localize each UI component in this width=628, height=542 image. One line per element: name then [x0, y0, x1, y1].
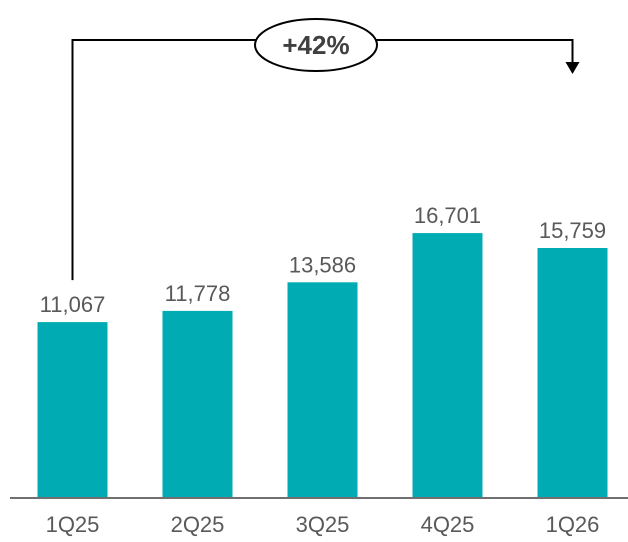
value-label: 16,701 — [414, 203, 481, 228]
growth-annotation: +42% — [71, 18, 580, 281]
value-label: 15,759 — [539, 218, 606, 243]
category-label: 2Q25 — [171, 512, 225, 537]
growth-bracket-line — [71, 39, 574, 281]
arrowhead-icon — [565, 62, 580, 74]
bar-1q25 — [37, 322, 108, 497]
category-label: 1Q25 — [46, 512, 100, 537]
value-label: 11,067 — [40, 292, 106, 317]
growth-badge — [254, 18, 378, 72]
bar-2q25 — [162, 310, 233, 497]
bar-3q25 — [287, 282, 358, 497]
bar-1q26 — [537, 248, 608, 497]
value-label: 11,778 — [165, 281, 231, 306]
value-labels-group: 11,067 11,778 13,586 16,701 15,759 — [40, 203, 606, 317]
category-label: 1Q26 — [546, 512, 600, 537]
category-label: 3Q25 — [296, 512, 350, 537]
category-labels-group: 1Q25 2Q25 3Q25 4Q25 1Q26 — [46, 512, 600, 537]
growth-badge-text: +42% — [282, 30, 349, 60]
value-label: 13,586 — [289, 252, 356, 277]
bar-4q25 — [412, 233, 483, 497]
bars-group — [37, 233, 608, 497]
category-label: 4Q25 — [421, 512, 475, 537]
